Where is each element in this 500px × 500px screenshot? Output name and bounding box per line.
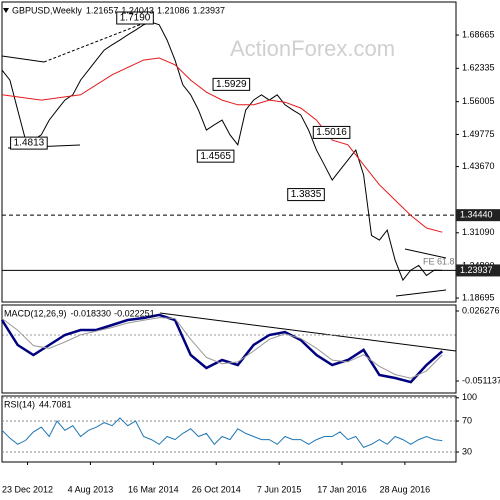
annotation-box bbox=[287, 188, 325, 202]
y-tick-label: 1.56005 bbox=[462, 96, 495, 106]
annotation-box bbox=[212, 77, 251, 91]
header-value: 1.23937 bbox=[193, 5, 226, 15]
header-value: -0.018330 bbox=[71, 308, 112, 318]
y-tick-label: 1.18695 bbox=[462, 292, 495, 302]
series-line bbox=[1, 317, 443, 379]
annotation-label: 1.7190 bbox=[120, 13, 151, 24]
watermark: ActionForex.com bbox=[230, 36, 395, 61]
series-line bbox=[1, 417, 443, 449]
x-tick-label: 23 Dec 2012 bbox=[2, 484, 53, 494]
level-box bbox=[456, 209, 500, 222]
annotation-box bbox=[196, 149, 235, 163]
panel-title: MACD(12,26,9) bbox=[4, 308, 67, 318]
y-tick-label: 1.49775 bbox=[462, 129, 495, 139]
annotation: FE 61.8 bbox=[423, 256, 455, 266]
header-value: 1.21657 bbox=[86, 5, 119, 15]
annotation-label: 1.5929 bbox=[216, 79, 247, 90]
header-icon bbox=[3, 8, 9, 13]
header-value: 1.21086 bbox=[157, 5, 190, 15]
x-tick-label: 17 Jan 2016 bbox=[317, 484, 367, 494]
header-value: -0.022251 bbox=[114, 308, 155, 318]
trend-line bbox=[1, 55, 45, 63]
y-tick-label: 0.026276 bbox=[462, 305, 500, 315]
y-tick-label: 100 bbox=[462, 392, 477, 402]
trend-line bbox=[43, 19, 153, 63]
panel-title: GBPUSD,Weekly bbox=[12, 5, 82, 15]
level-box bbox=[456, 264, 500, 277]
annotation-box bbox=[116, 11, 154, 25]
panel-border bbox=[1, 395, 457, 463]
y-tick-label: 1.68665 bbox=[462, 29, 495, 39]
panel-title: RSI(14) bbox=[4, 399, 35, 409]
y-tick-label: 30 bbox=[462, 446, 472, 456]
x-tick-label: 7 Jun 2015 bbox=[257, 484, 302, 494]
panel-border bbox=[1, 1, 457, 303]
trend-line bbox=[159, 312, 457, 352]
y-tick-label: 1.43670 bbox=[462, 161, 495, 171]
level-label: 1.34440 bbox=[460, 210, 493, 220]
trend-line bbox=[395, 289, 447, 297]
annotation-box bbox=[312, 125, 351, 139]
level-label: 1.23937 bbox=[460, 265, 493, 275]
y-tick-label: 1.62335 bbox=[462, 63, 495, 73]
trend-line bbox=[404, 248, 447, 259]
y-tick-label: 1.31090 bbox=[462, 227, 495, 237]
x-tick-label: 28 Aug 2016 bbox=[380, 484, 431, 494]
annotation-label: 1.3835 bbox=[291, 189, 322, 200]
annotation-label: 1.4813 bbox=[14, 138, 45, 149]
annotation-label: 1.4565 bbox=[200, 151, 231, 162]
y-tick-label: -0.051137 bbox=[462, 375, 500, 385]
header-value: 44.7081 bbox=[39, 399, 72, 409]
panel-border bbox=[1, 304, 457, 394]
x-tick-label: 26 Oct 2014 bbox=[192, 484, 241, 494]
annotation-box bbox=[10, 136, 48, 150]
y-tick-label: 70 bbox=[462, 415, 472, 425]
annotation-label: 1.5016 bbox=[316, 127, 347, 138]
series-line bbox=[1, 57, 443, 233]
header-value: 1.24043 bbox=[121, 5, 154, 15]
series-line bbox=[1, 21, 443, 282]
x-tick-label: 16 Mar 2014 bbox=[128, 484, 179, 494]
x-tick-label: 4 Aug 2013 bbox=[68, 484, 114, 494]
